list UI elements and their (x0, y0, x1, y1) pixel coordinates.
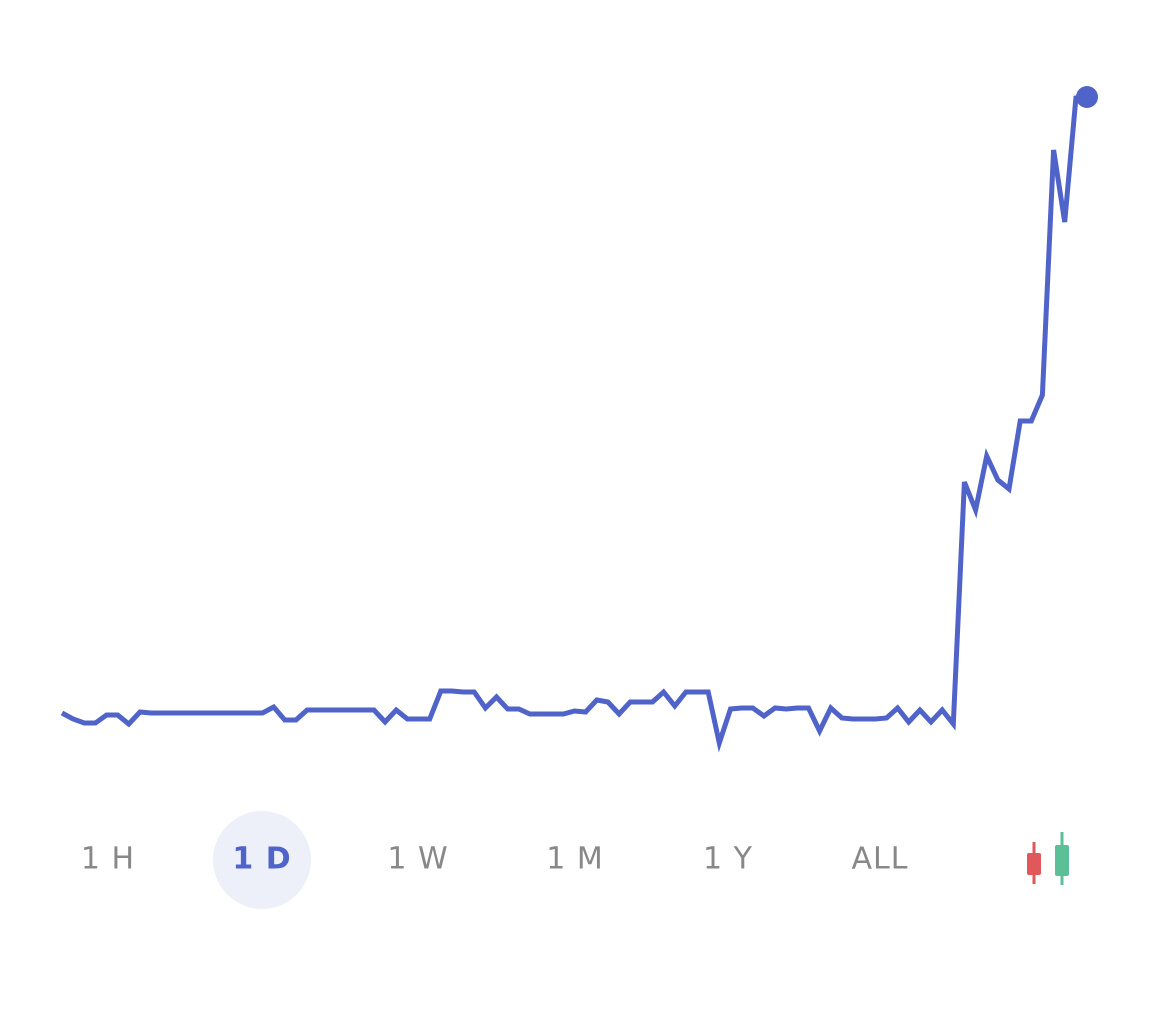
range-selector: 1 H 1 D 1 W 1 M 1 Y ALL (81, 811, 909, 909)
range-button[interactable]: ALL (852, 842, 909, 877)
candle-body (1055, 845, 1069, 876)
range-button[interactable]: 1 W (387, 842, 448, 877)
range-button-label: 1 D (232, 842, 291, 877)
range-button-label: 1 M (546, 842, 604, 877)
range-button-label: ALL (852, 842, 909, 877)
last-point (1076, 86, 1098, 108)
price-chart (60, 86, 1098, 753)
range-button-highlight (213, 811, 311, 909)
range-button[interactable]: 1 M (546, 842, 604, 877)
range-button[interactable]: 1 Y (703, 842, 753, 877)
range-button-label: 1 Y (703, 842, 753, 877)
candle-body (1027, 853, 1041, 875)
range-button[interactable]: 1 D (213, 811, 311, 909)
range-button[interactable]: 1 H (81, 842, 135, 877)
candlestick-toggle[interactable] (1027, 832, 1069, 885)
range-button-label: 1 W (387, 842, 448, 877)
range-button-label: 1 H (81, 842, 135, 877)
price-line (60, 94, 1088, 753)
